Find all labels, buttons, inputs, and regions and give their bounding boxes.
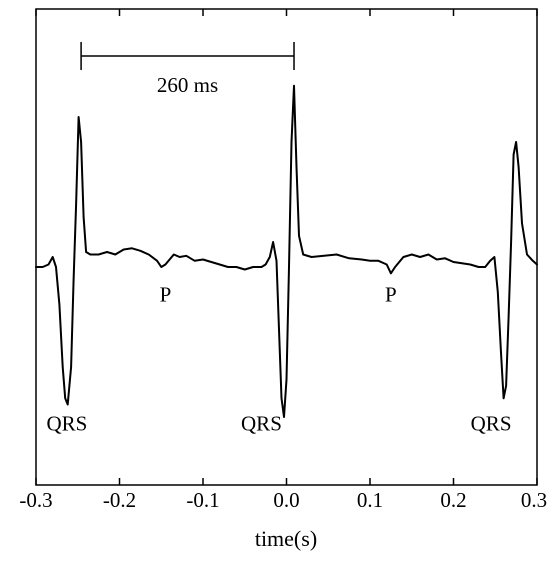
qrs-label: QRS [471, 411, 512, 435]
qrs-label: QRS [46, 411, 87, 435]
p-wave-label: P [160, 283, 172, 307]
x-tick-label: -0.3 [19, 488, 52, 512]
ecg-trace-line [35, 84, 538, 418]
annotations: 260 ms QRS QRS QRS P P [46, 42, 512, 435]
x-tick-label: 0.1 [357, 488, 383, 512]
x-axis-label: time(s) [255, 526, 317, 551]
interval-label: 260 ms [157, 73, 218, 97]
x-axis-ticks: -0.3 -0.2 -0.1 0.0 0.1 0.2 0.3 [19, 9, 547, 512]
qrs-label: QRS [241, 411, 282, 435]
plot-frame [35, 8, 538, 486]
x-tick-label: -0.2 [103, 488, 136, 512]
p-wave-label: P [385, 283, 397, 307]
x-tick-label: 0.2 [440, 488, 466, 512]
x-tick-label: 0.0 [273, 488, 299, 512]
x-tick-label: -0.1 [186, 488, 219, 512]
x-tick-label: 0.3 [521, 488, 547, 512]
